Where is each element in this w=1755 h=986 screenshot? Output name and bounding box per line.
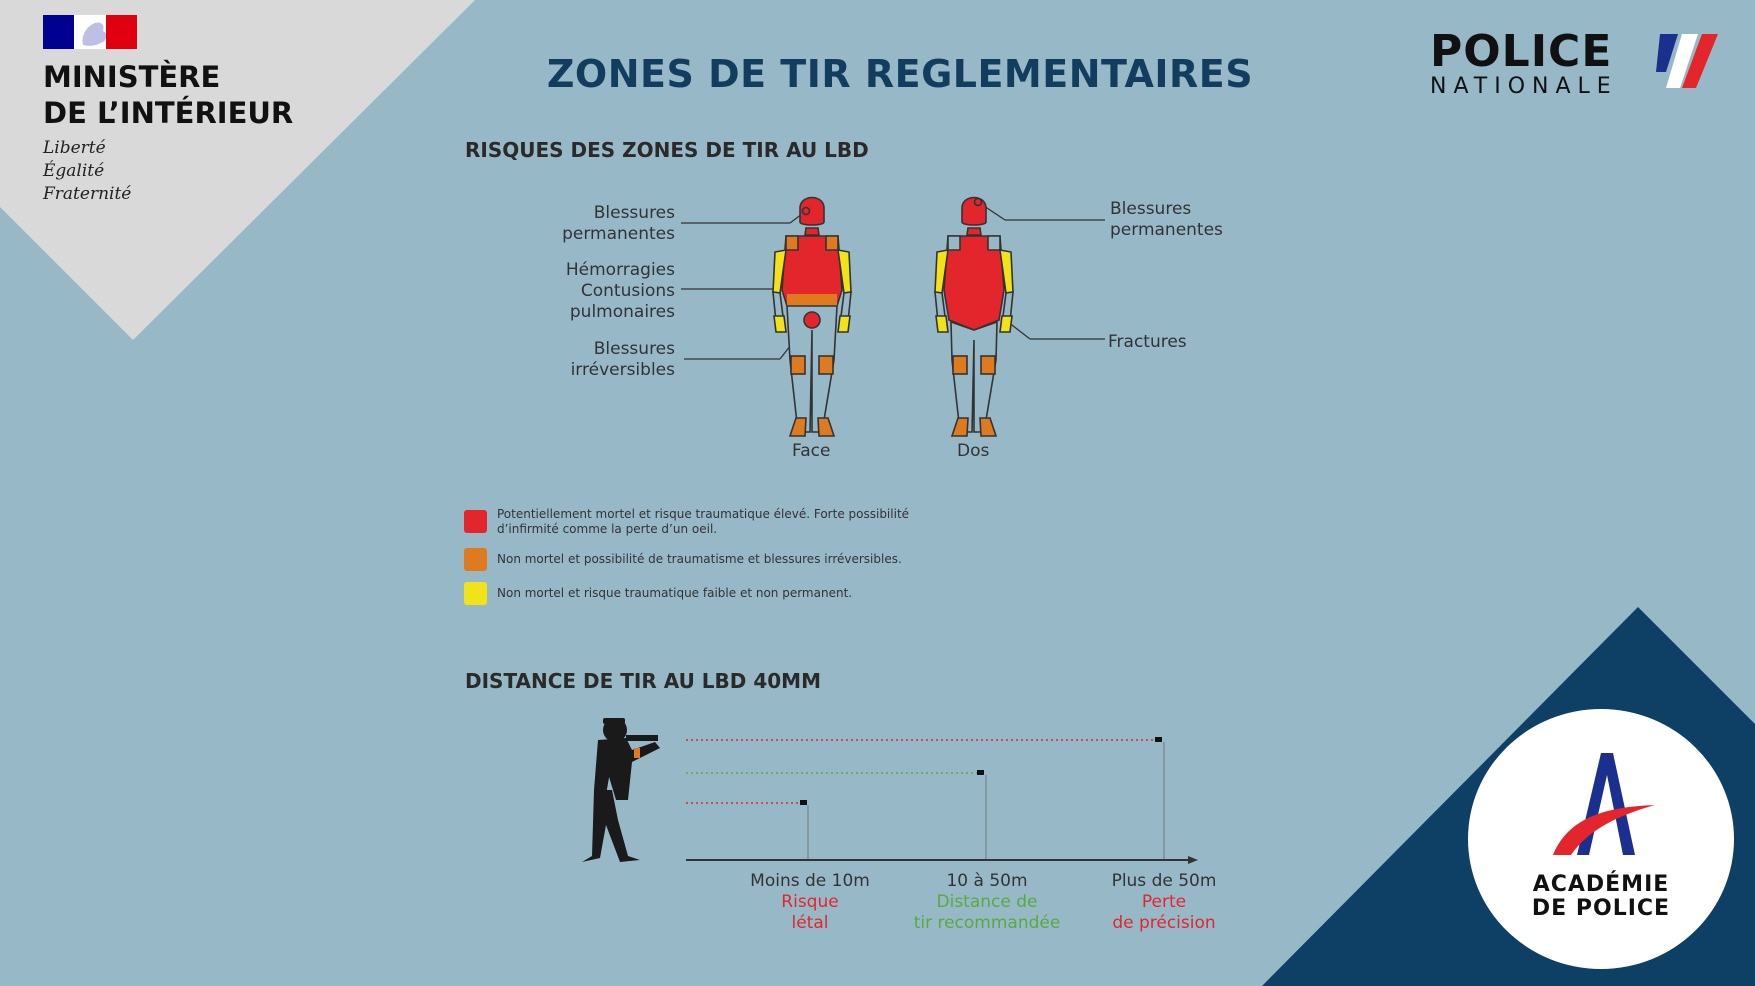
section-distance-title: DISTANCE DE TIR AU LBD 40MM <box>465 669 821 693</box>
police-logo-line1: POLICE <box>1430 26 1613 77</box>
ministry-line1: MINISTÈRE <box>43 60 221 94</box>
label-fractures: Fractures <box>1108 332 1187 352</box>
academie-logo: ACADÉMIE DE POLICE <box>1468 709 1734 969</box>
academie-line1: ACADÉMIE <box>1532 872 1670 897</box>
distance-label-long: Plus de 50m Perte de précision <box>1111 871 1217 933</box>
caption-face: Face <box>792 441 831 461</box>
label-hemorragies: Hémorragies Contusions pulmonaires <box>565 260 675 322</box>
legend-item: Non mortel et risque traumatique faible … <box>464 582 909 605</box>
label-blessures-permanentes-left: Blessures permanentes <box>562 203 675 244</box>
legend-swatch-orange <box>464 548 487 571</box>
back-figure <box>934 196 1014 437</box>
legend: Potentiellement mortel et risque traumat… <box>464 507 909 605</box>
label-blessures-irreversibles: Blessures irréversibles <box>570 339 675 380</box>
shooter-silhouette-icon <box>582 718 660 862</box>
caption-dos: Dos <box>957 441 990 461</box>
legend-swatch-yellow <box>464 582 487 605</box>
police-nationale-logo: POLICE NATIONALE <box>1430 30 1618 100</box>
marianne-flag-icon <box>43 15 137 49</box>
front-figure <box>772 196 852 437</box>
label-blessures-permanentes-right: Blessures permanentes <box>1110 199 1223 240</box>
ministry-logo: MINISTÈRE DE L’INTÉRIEUR Liberté Égalité… <box>43 15 293 206</box>
ministry-corner-panel <box>0 0 475 340</box>
legend-item: Potentiellement mortel et risque traumat… <box>464 507 909 537</box>
legend-item: Non mortel et possibilité de traumatisme… <box>464 548 909 571</box>
police-logo-line2: NATIONALE <box>1430 74 1618 99</box>
motto-fraternite: Fraternité <box>43 184 132 204</box>
legend-swatch-red <box>464 510 487 533</box>
academie-a-icon <box>1553 753 1655 855</box>
section-risques-title: RISQUES DES ZONES DE TIR AU LBD <box>465 138 869 162</box>
distance-label-medium: 10 à 50m Distance de tir recommandée <box>913 871 1061 933</box>
page-title: ZONES DE TIR REGLEMENTAIRES <box>546 52 1254 96</box>
distance-label-short: Moins de 10m Risque létal <box>750 871 870 933</box>
police-flag-stripes-icon <box>1656 34 1718 88</box>
ministry-line2: DE L’INTÉRIEUR <box>43 96 294 130</box>
motto-egalite: Égalité <box>43 161 105 181</box>
academie-line2: DE POLICE <box>1531 896 1671 921</box>
motto-liberte: Liberté <box>43 138 106 158</box>
